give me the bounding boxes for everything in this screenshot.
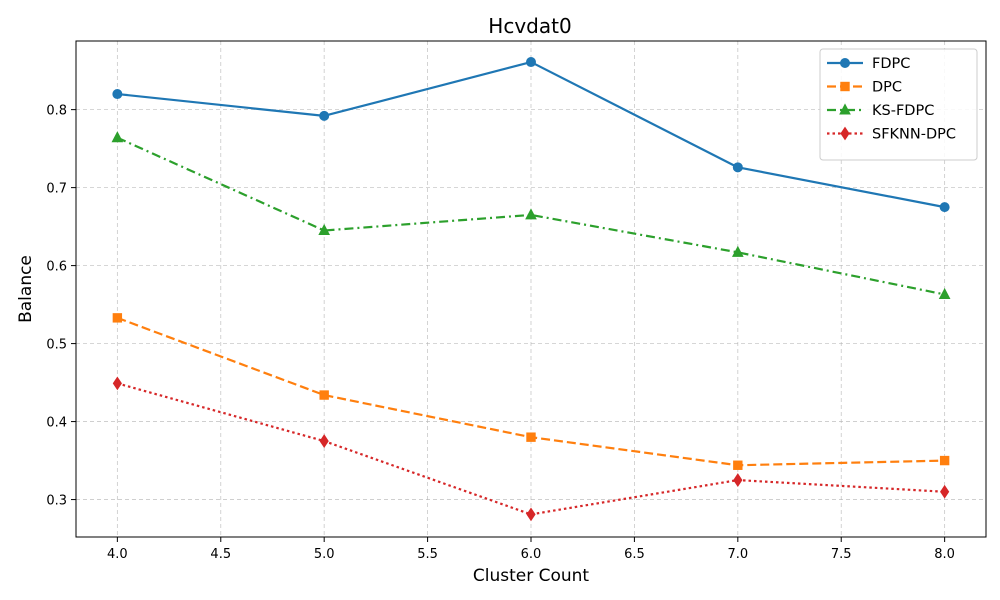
chart-title: Hcvdat0 bbox=[488, 14, 571, 38]
y-tick-label: 0.8 bbox=[46, 104, 67, 119]
x-tick-label: 4.5 bbox=[210, 547, 231, 562]
y-tick-label: 0.5 bbox=[46, 338, 67, 353]
legend-marker bbox=[840, 58, 850, 68]
x-tick-label: 5.5 bbox=[417, 547, 438, 562]
data-point bbox=[733, 473, 743, 487]
data-point bbox=[732, 162, 743, 173]
y-tick-label: 0.4 bbox=[46, 416, 67, 431]
series-sfknn-dpc bbox=[112, 376, 950, 522]
legend-label: DPC bbox=[872, 80, 902, 96]
series-ks-fdpc bbox=[111, 131, 951, 299]
series-dpc bbox=[112, 313, 950, 470]
x-axis: 4.0 4.5 5.0 5.5 6.0 6.5 7.0 7.5 8.0 bbox=[107, 537, 955, 562]
legend-box bbox=[819, 48, 978, 161]
x-tick-label: 6.5 bbox=[624, 547, 645, 562]
data-point bbox=[319, 390, 329, 400]
series-fdpc bbox=[112, 57, 950, 213]
legend-label: KS-FDPC bbox=[872, 103, 934, 119]
series-layer bbox=[111, 57, 951, 522]
series-line bbox=[117, 382, 945, 516]
data-point bbox=[319, 110, 330, 121]
data-point bbox=[526, 57, 536, 68]
data-point bbox=[940, 484, 950, 499]
data-point bbox=[318, 223, 331, 236]
data-point bbox=[526, 507, 536, 522]
x-tick-label: 7.5 bbox=[831, 547, 852, 562]
x-tick-label: 5.0 bbox=[314, 547, 335, 562]
legend: FDPC DPC KS-FDPC SFKNN-DPC bbox=[819, 48, 978, 161]
data-point bbox=[319, 434, 329, 448]
data-point bbox=[939, 202, 950, 213]
data-point bbox=[731, 245, 744, 257]
x-tick-label: 8.0 bbox=[934, 547, 955, 562]
legend-label: SFKNN-DPC bbox=[872, 127, 956, 143]
legend-item: SFKNN-DPC bbox=[827, 127, 956, 143]
data-point bbox=[111, 131, 124, 143]
legend-marker bbox=[840, 126, 850, 141]
data-point bbox=[526, 432, 536, 442]
legend-item: KS-FDPC bbox=[827, 103, 934, 119]
legend-marker bbox=[839, 103, 851, 115]
legend-item: FDPC bbox=[827, 56, 910, 72]
legend-marker bbox=[840, 81, 850, 92]
x-axis-label: Cluster Count bbox=[473, 566, 590, 586]
y-tick-label: 0.6 bbox=[46, 260, 67, 275]
y-tick-label: 0.3 bbox=[46, 494, 67, 509]
data-point bbox=[733, 460, 743, 470]
legend-label: FDPC bbox=[872, 56, 910, 72]
data-point bbox=[112, 313, 123, 323]
data-point bbox=[525, 208, 537, 220]
y-tick-label: 0.7 bbox=[46, 182, 67, 197]
x-tick-label: 4.0 bbox=[107, 547, 128, 562]
data-point bbox=[939, 455, 950, 466]
data-point bbox=[938, 287, 951, 299]
data-point bbox=[112, 376, 122, 391]
x-tick-label: 7.0 bbox=[727, 547, 748, 562]
legend-item: DPC bbox=[827, 80, 902, 96]
y-axis-label: Balance bbox=[16, 255, 36, 323]
y-axis: 0.3 0.4 0.5 0.6 0.7 0.8 bbox=[46, 104, 76, 509]
data-point bbox=[112, 89, 123, 100]
x-tick-label: 6.0 bbox=[521, 547, 542, 562]
